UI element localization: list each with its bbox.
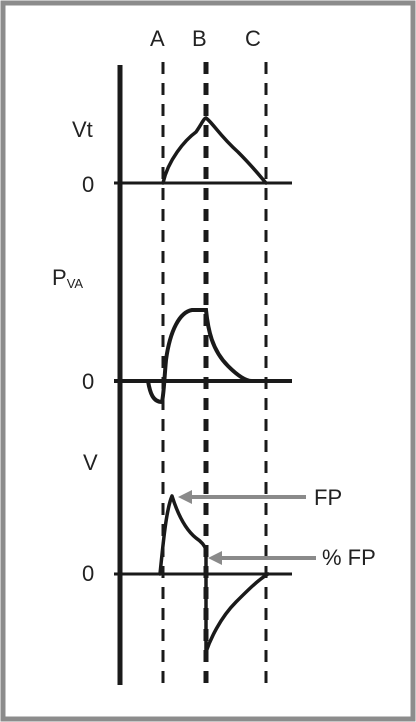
v-label: V xyxy=(83,450,98,475)
percent-fp-arrow-head xyxy=(208,551,222,565)
phase-label-c: C xyxy=(245,26,261,51)
phase-label-a: A xyxy=(150,26,165,51)
pva-label: PVA xyxy=(52,265,83,291)
phase-label-b: B xyxy=(192,26,207,51)
pva-zero-label: 0 xyxy=(82,369,94,394)
fp-arrow-head xyxy=(178,490,192,504)
v-zero-label: 0 xyxy=(82,561,94,586)
vt-label: Vt xyxy=(72,117,93,142)
v-curve xyxy=(158,494,270,654)
fp-label: FP xyxy=(314,485,342,510)
vt-zero-label: 0 xyxy=(82,172,94,197)
vt-curve xyxy=(161,116,268,185)
pva-curve xyxy=(146,308,254,405)
percent-fp-label: % FP xyxy=(322,545,376,570)
